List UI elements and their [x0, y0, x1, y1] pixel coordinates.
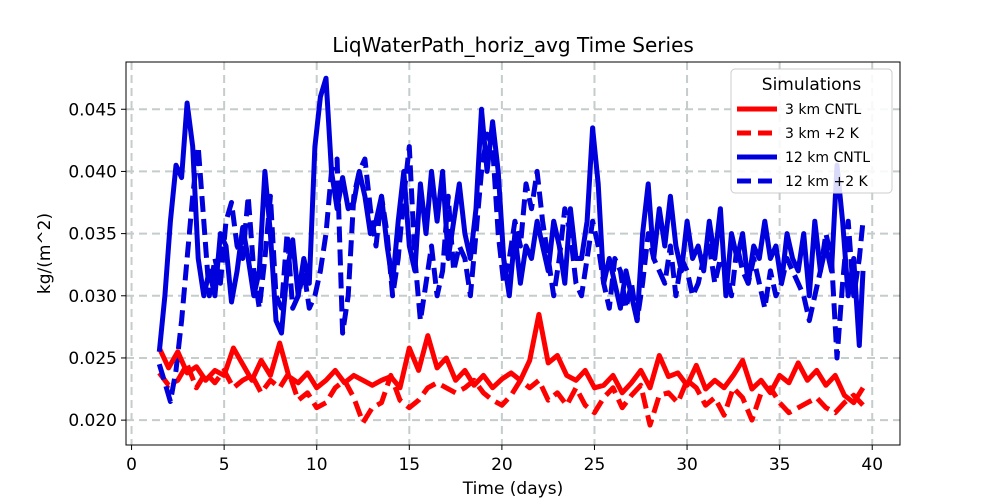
legend-entry-label: 12 km CNTL [785, 150, 870, 166]
chart-title: LiqWaterPath_horiz_avg Time Series [332, 33, 694, 57]
y-tick-label: 0.025 [68, 349, 117, 369]
y-tick-label: 0.020 [68, 411, 117, 431]
legend-title: Simulations [762, 75, 862, 95]
y-tick-label: 0.045 [68, 100, 117, 120]
x-tick-label: 40 [861, 455, 883, 475]
plot-frame [125, 61, 901, 446]
x-axis-label: Time (days) [462, 479, 563, 499]
x-tick-label: 5 [219, 455, 230, 475]
x-tick-label: 35 [769, 455, 791, 475]
legend-entry-label: 3 km CNTL [785, 102, 861, 118]
series-line-12-km-cntl [156, 75, 866, 352]
legend-entry-label: 3 km +2 K [785, 126, 860, 142]
x-tick-label: 10 [306, 455, 328, 475]
y-tick-label: 0.035 [68, 225, 117, 245]
x-tick-label: 30 [676, 455, 698, 475]
x-tick-label: 25 [584, 455, 606, 475]
x-tick-label: 20 [491, 455, 513, 475]
legend: Simulations 3 km CNTL 3 km +2 K 12 km CNTL… [730, 68, 893, 194]
x-tick-label: 15 [398, 455, 420, 475]
legend-box [730, 68, 893, 194]
axis-ticks: 0 5 10 15 20 25 30 35 40 0.020 0.025 0.030 0.035 0.04… [68, 100, 883, 475]
plot-series [156, 75, 866, 428]
y-tick-label: 0.040 [68, 162, 117, 182]
legend-entry-label: 12 km +2 K [785, 174, 869, 190]
x-tick-label: 0 [126, 455, 137, 475]
y-tick-label: 0.030 [68, 287, 117, 307]
y-axis-label: kg/(m^2) [35, 213, 55, 294]
series-line-3-km-cntl [157, 311, 866, 406]
